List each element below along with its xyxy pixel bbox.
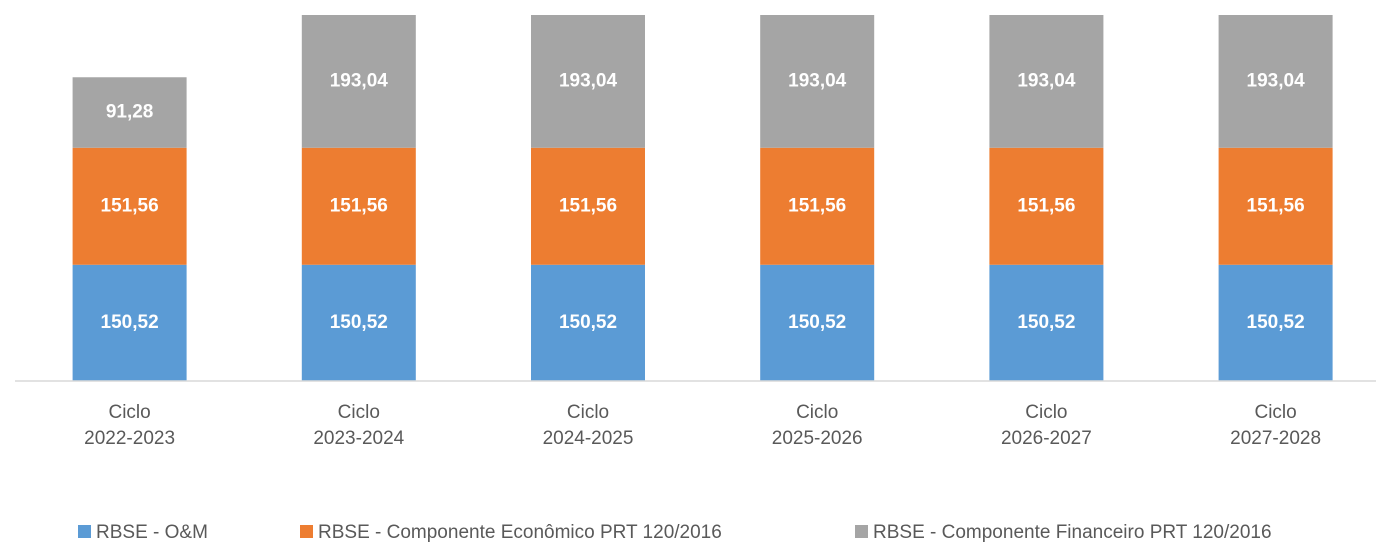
bar-segment: [531, 264, 645, 381]
bar-segment: [301, 264, 416, 381]
data-label: 193,04: [1247, 70, 1306, 91]
data-label: 151,56: [1017, 195, 1075, 216]
bar-segment: [72, 264, 187, 381]
data-label: 151,56: [101, 195, 159, 216]
data-label: 151,56: [330, 195, 388, 216]
legend-label: RBSE - Componente Financeiro PRT 120/201…: [873, 522, 1272, 543]
x-tick-label: Ciclo 2025-2026: [771, 402, 863, 449]
data-label: 151,56: [788, 195, 846, 216]
data-label: 150,52: [559, 312, 617, 333]
data-label: 91,28: [106, 102, 154, 123]
bar-segment: [1218, 147, 1333, 265]
bar-segment: [989, 264, 1104, 381]
x-tick-label: Ciclo 2024-2025: [542, 402, 634, 449]
bar-segment: [72, 147, 187, 265]
data-label: 151,56: [1247, 195, 1305, 216]
bar-segment: [989, 147, 1104, 265]
data-label: 193,04: [788, 70, 847, 91]
data-label: 150,52: [101, 312, 159, 333]
data-label: 193,04: [1017, 70, 1076, 91]
data-label: 150,52: [330, 312, 388, 333]
data-label: 193,04: [559, 70, 618, 91]
legend-item: RBSE - Componente Financeiro PRT 120/201…: [855, 522, 1272, 544]
x-tick-label: Ciclo 2023-2024: [313, 402, 405, 449]
data-label: 193,04: [330, 70, 389, 91]
bar-segment: [301, 15, 416, 148]
legend-item: RBSE - Componente Econômico PRT 120/2016: [300, 522, 722, 544]
data-label: 150,52: [788, 312, 846, 333]
x-tick-label: Ciclo 2027-2028: [1230, 402, 1322, 449]
bar-segment: [72, 77, 187, 148]
data-label: 150,52: [1247, 312, 1305, 333]
bar-segment: [301, 147, 416, 265]
legend-swatch: [300, 525, 313, 538]
x-tick-label: Ciclo 2022-2023: [84, 402, 176, 449]
legend-item: RBSE - O&M: [78, 522, 208, 544]
bar-segment: [531, 147, 645, 265]
legend-label: RBSE - O&M: [96, 522, 208, 543]
bar-segment: [760, 147, 875, 265]
data-label: 150,52: [1017, 312, 1075, 333]
bar-segment: [1218, 15, 1333, 148]
legend-swatch: [855, 525, 868, 538]
bar-segment: [531, 15, 645, 148]
legend-label: RBSE - Componente Econômico PRT 120/2016: [318, 522, 722, 543]
bar-segment: [1218, 264, 1333, 381]
bar-segment: [989, 15, 1104, 148]
x-tick-label: Ciclo 2026-2027: [1000, 402, 1092, 449]
bar-segment: [760, 264, 875, 381]
bar-segment: [760, 15, 875, 148]
data-label: 151,56: [559, 195, 617, 216]
legend-swatch: [78, 525, 91, 538]
